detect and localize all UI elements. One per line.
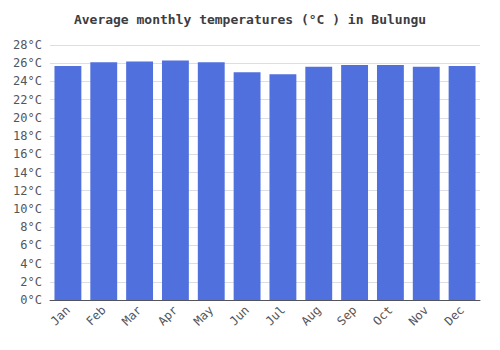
svg-text:Average monthly temperatures (: Average monthly temperatures (°C ) in Bu… — [74, 12, 426, 27]
svg-text:Apr: Apr — [155, 303, 180, 328]
svg-text:14°C: 14°C — [13, 166, 42, 180]
svg-text:Feb: Feb — [83, 303, 108, 328]
svg-text:Jun: Jun — [227, 303, 252, 328]
svg-text:26°C: 26°C — [13, 56, 42, 70]
svg-text:10°C: 10°C — [13, 202, 42, 216]
svg-text:12°C: 12°C — [13, 184, 42, 198]
svg-text:18°C: 18°C — [13, 129, 42, 143]
svg-text:May: May — [191, 303, 216, 328]
svg-text:16°C: 16°C — [13, 147, 42, 161]
svg-text:Mar: Mar — [119, 303, 144, 328]
svg-text:22°C: 22°C — [13, 93, 42, 107]
svg-text:28°C: 28°C — [13, 38, 42, 52]
svg-text:20°C: 20°C — [13, 111, 42, 125]
svg-text:2°C: 2°C — [20, 275, 42, 289]
svg-text:Jul: Jul — [263, 303, 288, 328]
svg-text:Aug: Aug — [298, 303, 323, 328]
svg-text:8°C: 8°C — [20, 220, 42, 234]
svg-text:4°C: 4°C — [20, 257, 42, 271]
svg-text:Sep: Sep — [334, 303, 359, 328]
svg-text:Oct: Oct — [370, 303, 395, 328]
svg-text:0°C: 0°C — [20, 293, 42, 307]
svg-text:Nov: Nov — [406, 303, 431, 328]
svg-text:24°C: 24°C — [13, 74, 42, 88]
svg-text:Dec: Dec — [442, 303, 467, 328]
svg-text:Jan: Jan — [48, 303, 73, 328]
svg-text:6°C: 6°C — [20, 238, 42, 252]
